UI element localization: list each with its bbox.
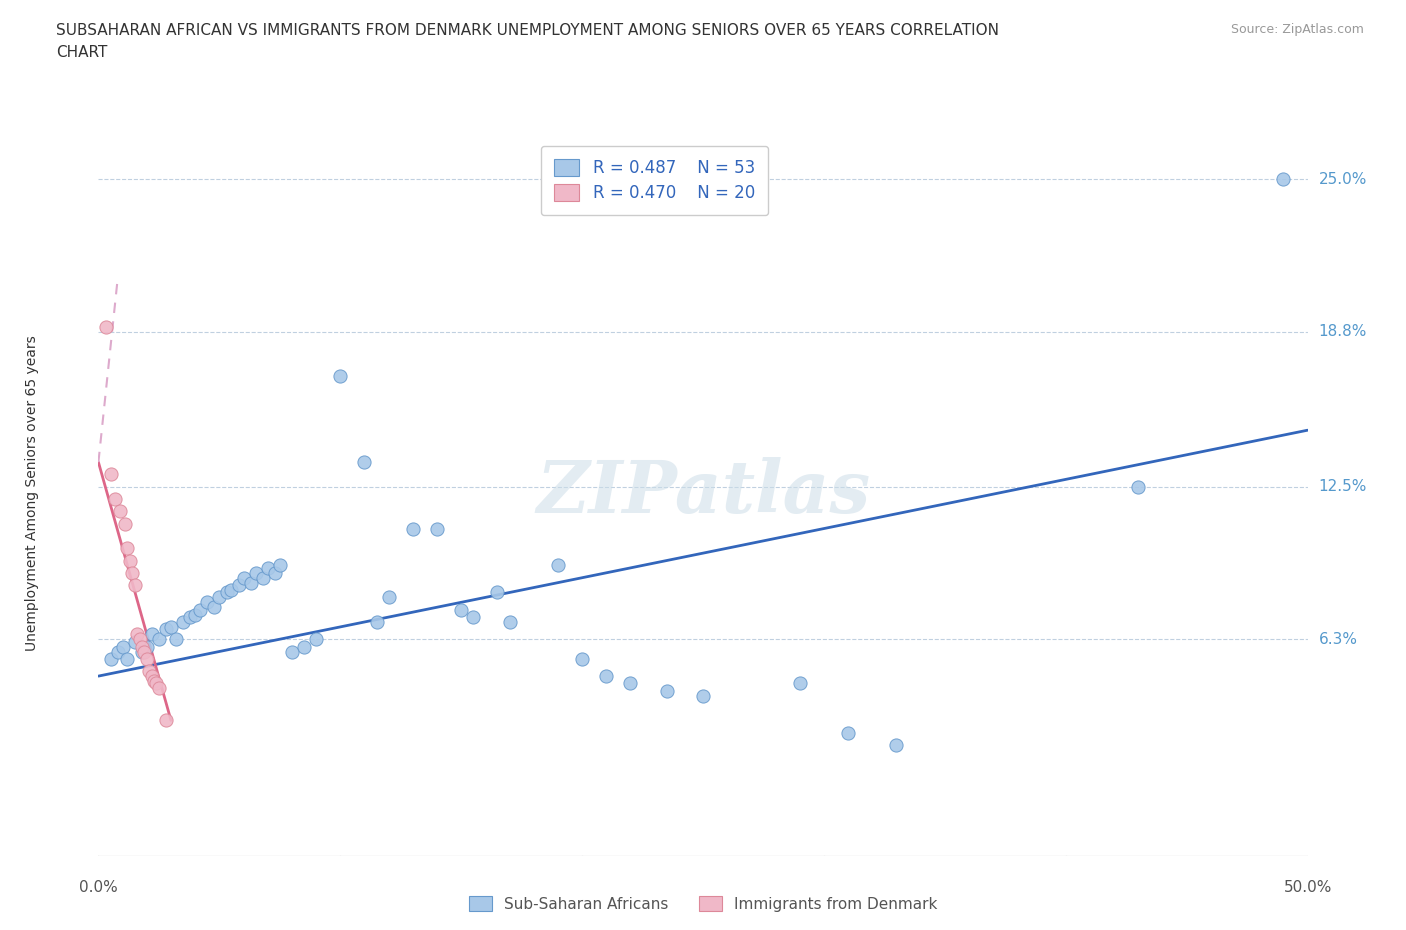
- Point: [104, 492, 127, 507]
- Text: Source: ZipAtlas.com: Source: ZipAtlas.com: [1230, 23, 1364, 36]
- Point: [118, 553, 141, 568]
- Point: [221, 582, 243, 597]
- Point: [172, 615, 194, 630]
- Point: [117, 651, 139, 666]
- Point: [292, 639, 315, 654]
- Point: [204, 600, 226, 615]
- Point: [1272, 172, 1295, 187]
- Point: [179, 610, 201, 625]
- Point: [108, 504, 131, 519]
- Point: [1128, 479, 1150, 494]
- Point: [886, 737, 908, 752]
- Point: [128, 631, 150, 646]
- Legend: Sub-Saharan Africans, Immigrants from Denmark: Sub-Saharan Africans, Immigrants from De…: [463, 889, 943, 918]
- Point: [135, 651, 157, 666]
- Point: [239, 576, 262, 591]
- Point: [426, 521, 449, 536]
- Text: 6.3%: 6.3%: [1319, 631, 1358, 646]
- Point: [145, 676, 167, 691]
- Point: [692, 688, 714, 703]
- Point: [245, 565, 267, 580]
- Point: [155, 622, 177, 637]
- Point: [571, 651, 593, 666]
- Point: [208, 590, 231, 604]
- Point: [160, 619, 183, 634]
- Point: [117, 540, 139, 555]
- Point: [131, 644, 153, 659]
- Point: [281, 644, 304, 659]
- Point: [107, 644, 129, 659]
- Point: [353, 455, 375, 470]
- Point: [228, 578, 250, 592]
- Point: [127, 627, 149, 642]
- Text: Unemployment Among Seniors over 65 years: Unemployment Among Seniors over 65 years: [25, 335, 39, 651]
- Point: [232, 570, 254, 585]
- Point: [131, 639, 153, 654]
- Point: [252, 570, 274, 585]
- Text: 25.0%: 25.0%: [1319, 172, 1367, 187]
- Point: [215, 585, 238, 600]
- Point: [256, 561, 278, 576]
- Point: [486, 585, 509, 600]
- Point: [547, 558, 569, 573]
- Point: [595, 669, 617, 684]
- Point: [134, 644, 156, 659]
- Point: [377, 590, 399, 604]
- Point: [165, 631, 187, 646]
- Text: 12.5%: 12.5%: [1319, 479, 1367, 494]
- Point: [114, 516, 136, 531]
- Point: [124, 634, 146, 649]
- Point: [366, 615, 388, 630]
- Point: [619, 676, 641, 691]
- Point: [498, 615, 520, 630]
- Point: [100, 651, 122, 666]
- Point: [655, 684, 678, 698]
- Point: [148, 631, 170, 646]
- Point: [463, 610, 485, 625]
- Point: [148, 681, 170, 696]
- Text: 0.0%: 0.0%: [79, 880, 118, 896]
- Point: [94, 320, 117, 335]
- Point: [450, 603, 472, 618]
- Text: 50.0%: 50.0%: [1284, 880, 1331, 896]
- Point: [329, 368, 352, 383]
- Point: [135, 639, 157, 654]
- Legend: R = 0.487    N = 53, R = 0.470    N = 20: R = 0.487 N = 53, R = 0.470 N = 20: [541, 146, 768, 216]
- Point: [138, 664, 160, 679]
- Point: [195, 595, 218, 610]
- Point: [111, 639, 134, 654]
- Point: [141, 627, 163, 642]
- Point: [188, 603, 211, 618]
- Text: CHART: CHART: [56, 45, 108, 60]
- Text: ZIPatlas: ZIPatlas: [536, 458, 870, 528]
- Point: [141, 669, 163, 684]
- Point: [264, 565, 287, 580]
- Point: [124, 578, 146, 592]
- Point: [100, 467, 122, 482]
- Point: [837, 725, 859, 740]
- Point: [789, 676, 811, 691]
- Point: [184, 607, 207, 622]
- Text: 18.8%: 18.8%: [1319, 325, 1367, 339]
- Point: [402, 521, 425, 536]
- Point: [155, 713, 177, 728]
- Point: [143, 673, 166, 688]
- Point: [305, 631, 328, 646]
- Point: [121, 565, 143, 580]
- Text: SUBSAHARAN AFRICAN VS IMMIGRANTS FROM DENMARK UNEMPLOYMENT AMONG SENIORS OVER 65: SUBSAHARAN AFRICAN VS IMMIGRANTS FROM DE…: [56, 23, 1000, 38]
- Point: [269, 558, 291, 573]
